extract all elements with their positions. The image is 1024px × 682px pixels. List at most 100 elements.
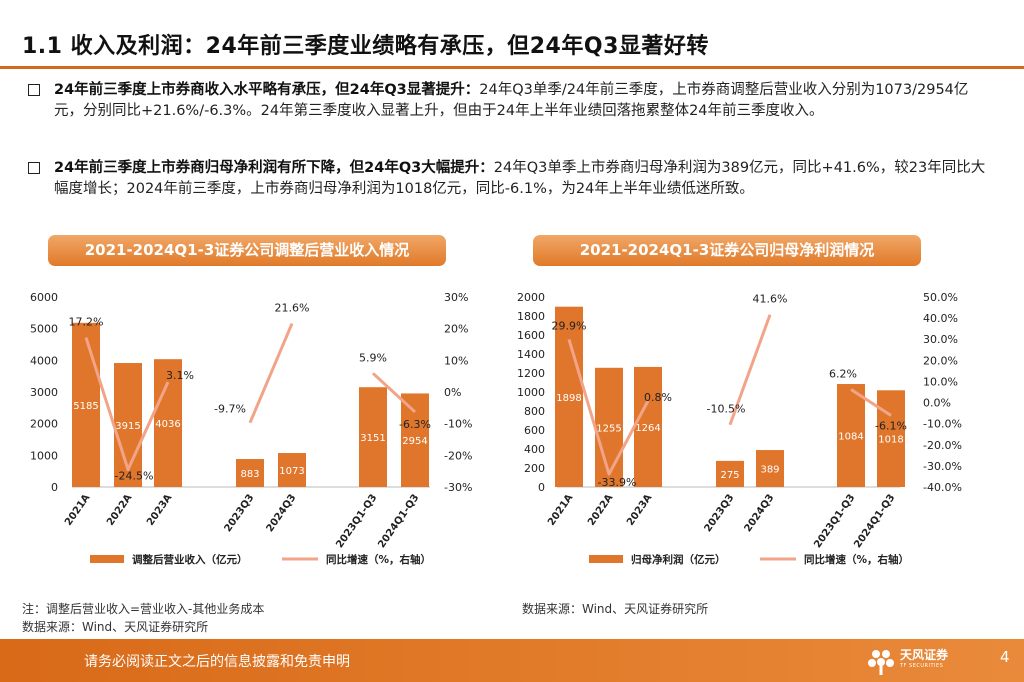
bar — [555, 306, 583, 487]
bar-value-label: 1073 — [279, 466, 304, 477]
x-tick-label: 2023A — [625, 492, 655, 528]
profit-chart-title: 2021-2024Q1-3证券公司归母净利润情况 — [533, 235, 921, 266]
y2-tick-label: 40.0% — [923, 312, 958, 325]
bar — [359, 387, 387, 487]
growth-line — [567, 339, 650, 476]
y-tick-label: 5000 — [30, 323, 58, 336]
line-value-label: 3.1% — [166, 369, 194, 382]
logo-text: 天风证券 — [900, 648, 949, 662]
legend-bar-swatch — [90, 555, 124, 563]
line-value-label: 41.6% — [753, 293, 788, 306]
y-tick-label: 1600 — [517, 329, 545, 342]
y-tick-label: 6000 — [30, 291, 58, 304]
bar — [595, 367, 623, 487]
y2-tick-label: 20.0% — [923, 354, 958, 367]
bar-value-label: 3915 — [115, 421, 140, 432]
x-tick-label: 2023Q3 — [703, 492, 737, 534]
x-tick-label: 2023A — [145, 492, 175, 528]
y2-tick-label: 30% — [444, 291, 468, 304]
line-value-label: 21.6% — [275, 302, 310, 315]
line-value-label: -33.9% — [598, 476, 637, 489]
legend-bar-swatch — [589, 555, 623, 563]
y-tick-label: 2000 — [30, 418, 58, 431]
x-tick-label: 2021A — [63, 492, 93, 528]
y2-tick-label: 30.0% — [923, 333, 958, 346]
y2-tick-label: -10% — [444, 418, 472, 431]
y-tick-label: 1000 — [517, 386, 545, 399]
page-title: 1.1 收入及利润：24年前三季度业绩略有承压，但24年Q3显著好转 — [22, 34, 709, 59]
legend-line-label: 同比增速（%，右轴） — [804, 553, 909, 566]
bar-value-label: 1898 — [556, 393, 581, 404]
legend-bar-label: 调整后营业收入（亿元） — [132, 553, 248, 566]
growth-line — [728, 314, 772, 426]
y2-tick-label: -30.0% — [923, 460, 962, 473]
bar-value-label: 1018 — [878, 435, 903, 446]
footer-disclaimer: 请务必阅读正文之后的信息披露和免责申明 — [84, 654, 350, 670]
line-value-label: -10.5% — [707, 403, 746, 416]
line-value-label: -24.5% — [115, 470, 154, 483]
x-tick-label: 2024Q1-Q3 — [376, 492, 421, 550]
y2-tick-label: 20% — [444, 323, 468, 336]
bullet-revenue-heading: 24年前三季度上市券商收入水平略有承压，但24年Q3显著提升： — [54, 82, 480, 98]
x-tick-label: 2024Q3 — [743, 492, 777, 534]
y2-tick-label: -40.0% — [923, 481, 962, 494]
bar-value-label: 389 — [760, 465, 779, 476]
y-tick-label: 600 — [524, 424, 545, 437]
bullet-profit: 24年前三季度上市券商归母净利润有所下降，但24年Q3大幅提升：24年Q3单季上… — [28, 158, 988, 200]
x-tick-label: 2024Q3 — [265, 492, 299, 534]
bar-value-label: 4036 — [155, 419, 180, 430]
bar — [716, 460, 744, 487]
bullet-revenue-text: 24年Q3单季/24年前三季度，上市券商调整后营业收入分别为1073/2954亿… — [54, 82, 969, 119]
bar-value-label: 5185 — [73, 401, 98, 412]
y2-tick-label: 10.0% — [923, 375, 958, 388]
growth-line — [248, 323, 294, 424]
logo-subtext: TF SECURITIES — [900, 663, 944, 669]
x-tick-label: 2023Q3 — [223, 492, 257, 534]
tf-securities-logo-icon — [868, 650, 894, 675]
line-value-label: 0.8% — [644, 391, 672, 404]
y-tick-label: 4000 — [30, 354, 58, 367]
checkbox-square-icon — [28, 162, 40, 174]
line-value-label: 17.2% — [69, 316, 104, 329]
y2-tick-label: 50.0% — [923, 291, 958, 304]
y-tick-label: 1400 — [517, 348, 545, 361]
revenue-chart: 0 1000 2000 3000 4000 5000 6000 -30% -20% -10% 0% 1… — [30, 291, 472, 566]
y2-tick-label: -10.0% — [923, 418, 962, 431]
growth-line — [850, 388, 892, 417]
line-value-label: 6.2% — [829, 367, 857, 380]
y-tick-label: 1800 — [517, 310, 545, 323]
bar — [837, 384, 865, 487]
bar — [877, 390, 905, 487]
x-tick-label: 2024Q1-Q3 — [852, 492, 897, 550]
growth-line — [371, 372, 417, 414]
y-tick-label: 400 — [524, 443, 545, 456]
bullet-profit-heading: 24年前三季度上市券商归母净利润有所下降，但24年Q3大幅提升： — [54, 160, 494, 176]
y2-tick-label: -30% — [444, 481, 472, 494]
x-tick-label: 2021A — [546, 492, 576, 528]
bar-value-label: 1084 — [838, 432, 863, 443]
bar — [154, 359, 182, 487]
line-value-label: -6.1% — [875, 419, 907, 432]
page-number: 4 — [1000, 648, 1010, 666]
y-tick-label: 3000 — [30, 386, 58, 399]
bar — [72, 322, 100, 487]
y-tick-label: 2000 — [517, 291, 545, 304]
y-tick-label: 800 — [524, 405, 545, 418]
y-tick-label: 0 — [51, 481, 58, 494]
revenue-chart-source: 数据来源：Wind、天风证券研究所 — [22, 620, 209, 634]
y2-tick-label: 0.0% — [923, 397, 951, 410]
y-tick-label: 1000 — [30, 449, 58, 462]
bar — [278, 453, 306, 487]
bar — [236, 459, 264, 487]
bar — [756, 450, 784, 487]
legend-bar-label: 归母净利润（亿元） — [631, 553, 726, 566]
title-divider — [0, 66, 1024, 69]
profit-chart-source: 数据来源：Wind、天风证券研究所 — [522, 602, 709, 616]
x-tick-label: 2023Q1-Q3 — [812, 492, 857, 550]
y2-tick-label: 10% — [444, 354, 468, 367]
y2-tick-label: 0% — [444, 386, 461, 399]
checkbox-square-icon — [28, 84, 40, 96]
bullet-revenue: 24年前三季度上市券商收入水平略有承压，但24年Q3显著提升：24年Q3单季/2… — [28, 80, 988, 122]
profit-chart: 0 200 400 600 800 1000 1200 1400 1600 1800 2000 -40… — [517, 291, 962, 566]
bar-value-label: 1255 — [596, 423, 621, 434]
